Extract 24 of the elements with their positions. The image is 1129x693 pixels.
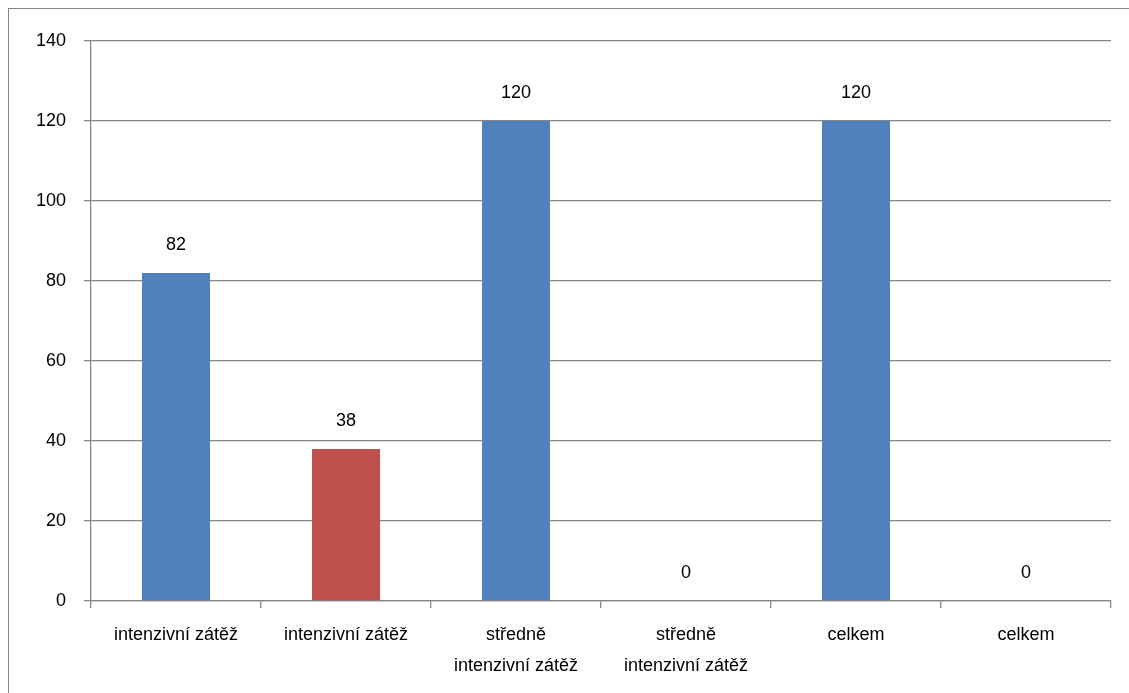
y-tick-label: 20 [45,509,66,530]
data-label: 0 [680,561,692,582]
x-tick-label: středně intenzivní zátěž [623,624,749,675]
bar [482,121,550,601]
x-tick-label: celkem [827,624,885,645]
y-tick-label: 140 [35,29,66,50]
bar [142,273,210,601]
y-tick-label: 40 [45,429,66,450]
data-label: 82 [165,233,187,254]
x-tick-label: středně intenzivní zátěž [453,624,579,675]
bar [822,121,890,601]
data-label: 120 [840,81,872,102]
y-tick-label: 120 [35,109,66,130]
data-label: 0 [1020,561,1032,582]
y-tick-label: 0 [55,589,66,610]
x-tick-label: intenzivní zátěž [283,624,409,645]
bar [312,449,380,601]
x-tick-label: intenzivní zátěž [113,624,239,645]
y-tick-label: 100 [35,189,66,210]
x-tick-label: celkem [997,624,1055,645]
data-label: 120 [500,81,532,102]
y-tick-label: 60 [45,349,66,370]
y-tick-label: 80 [45,269,66,290]
data-label: 38 [335,409,357,430]
